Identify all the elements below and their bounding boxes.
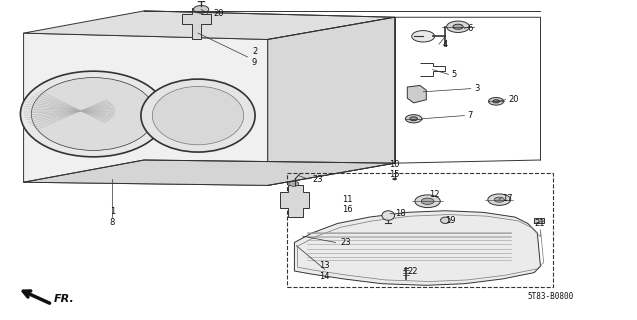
Circle shape [493,100,499,103]
Ellipse shape [382,211,394,220]
Circle shape [415,195,440,208]
Circle shape [412,31,434,42]
Ellipse shape [20,71,166,157]
Text: 23: 23 [341,238,352,247]
Text: 10
15: 10 15 [389,160,400,179]
Text: 20: 20 [214,9,224,18]
Text: 3: 3 [474,84,479,93]
Ellipse shape [152,86,244,145]
Text: 19: 19 [445,216,456,225]
Polygon shape [24,160,394,185]
Text: 22: 22 [407,267,418,276]
Circle shape [488,194,511,205]
Circle shape [494,197,505,202]
Text: 13
14: 13 14 [320,261,330,281]
Text: 17: 17 [503,194,513,203]
Text: 11
16: 11 16 [341,195,352,214]
Circle shape [405,115,422,123]
Ellipse shape [141,79,255,152]
Text: 2
9: 2 9 [252,47,257,67]
Ellipse shape [441,217,450,223]
Text: 4: 4 [442,40,447,49]
Circle shape [447,21,469,32]
Circle shape [289,181,299,186]
Text: 5T83-B0800: 5T83-B0800 [528,292,574,301]
Circle shape [194,5,209,13]
Text: 23: 23 [312,174,323,184]
Text: 5: 5 [452,70,457,79]
Text: 6: 6 [468,24,473,33]
Text: 1
8: 1 8 [110,207,115,227]
Polygon shape [294,211,540,285]
Polygon shape [182,8,211,39]
Polygon shape [24,11,394,39]
Text: 12: 12 [429,190,440,199]
Text: 7: 7 [468,111,473,120]
Ellipse shape [31,78,155,150]
Text: 18: 18 [394,209,405,219]
Circle shape [392,178,396,180]
FancyBboxPatch shape [534,218,544,223]
Polygon shape [268,17,394,185]
Circle shape [489,98,504,105]
Circle shape [421,198,434,204]
Polygon shape [280,185,309,217]
Polygon shape [407,85,426,103]
Circle shape [410,117,417,121]
Polygon shape [24,33,268,185]
Text: 20: 20 [509,95,519,104]
Circle shape [453,24,463,29]
Text: FR.: FR. [54,294,74,304]
Text: 21: 21 [534,219,545,228]
